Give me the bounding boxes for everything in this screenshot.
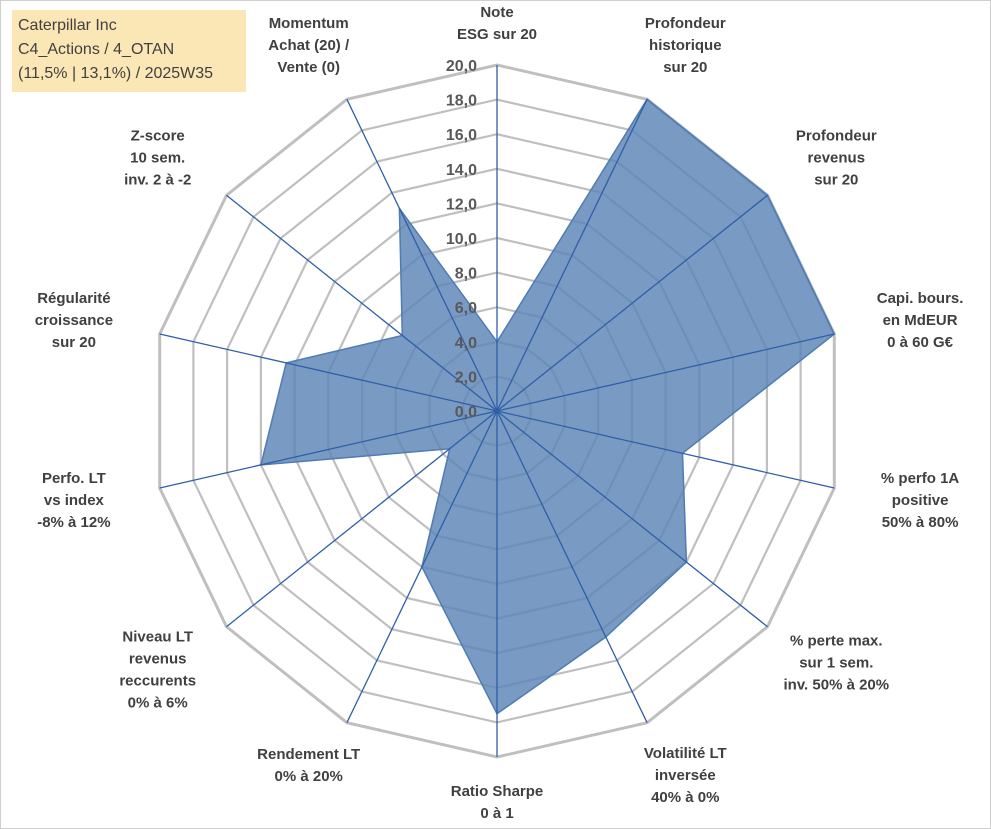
axis-label: Momentum Achat (20) / Vente (0) [268, 15, 350, 76]
chart-subtitle: C4_Actions / 4_OTAN [18, 41, 175, 58]
radar-spokes [159, 65, 835, 757]
tick-label: 12,0 [446, 196, 477, 213]
axis-label: Volatilité LT inversée 40% à 0% [644, 745, 727, 806]
chart-title: Caterpillar Inc [18, 17, 117, 34]
tick-label: 0,0 [455, 404, 477, 421]
chart-period: (11,5% | 13,1%) / 2025W35 [18, 65, 214, 82]
axis-label: Profondeur historique sur 20 [645, 15, 726, 76]
axis-spoke [496, 410, 768, 628]
tick-label: 8,0 [455, 266, 477, 283]
axis-label: Z-score 10 sem. inv. 2 à -2 [124, 128, 191, 189]
radar-axis-labels: Note ESG sur 20 Profondeur historique sur 20… [35, 4, 964, 822]
tick-label: 18,0 [446, 93, 477, 110]
axis-spoke [496, 410, 835, 489]
radar-tick-labels: 0,0 2,0 4,0 6,0 8,0 10,0 12,0 14,0 16,0 18,0 20,0 [446, 58, 477, 421]
axis-spoke [496, 194, 768, 412]
tick-label: 6,0 [455, 300, 477, 317]
axis-spoke [159, 410, 498, 489]
tick-label: 20,0 [446, 58, 477, 75]
chart-title-box: Caterpillar Inc C4_Actions / 4_OTAN (11,… [12, 10, 246, 92]
axis-spoke [346, 410, 498, 723]
axis-spoke [226, 410, 498, 628]
axis-label: Régularité croissance sur 20 [35, 290, 113, 351]
tick-label: 10,0 [446, 231, 477, 248]
tick-label: 16,0 [446, 127, 477, 144]
tick-label: 14,0 [446, 162, 477, 179]
axis-spoke [496, 99, 648, 412]
axis-label: Note ESG sur 20 [457, 4, 537, 43]
axis-label: Capi. bours. en MdEUR 0 à 60 G€ [877, 290, 964, 351]
axis-label: Perfo. LT vs index -8% à 12% [37, 470, 110, 531]
tick-label: 2,0 [455, 369, 477, 386]
radar-series [259, 98, 836, 715]
axis-spoke [496, 410, 648, 723]
series-area [259, 98, 836, 715]
axis-spoke [346, 99, 498, 412]
axis-spoke [226, 194, 498, 412]
axis-spoke [159, 333, 498, 412]
axis-label: Ratio Sharpe 0 à 1 [451, 783, 544, 822]
axis-label: % perte max. sur 1 sem. inv. 50% à 20% [783, 633, 889, 694]
axis-spoke [496, 333, 835, 412]
tick-label: 4,0 [455, 335, 477, 352]
axis-label: Rendement LT 0% à 20% [257, 746, 360, 785]
axis-label: Profondeur revenus sur 20 [796, 128, 877, 189]
axis-label: % perfo 1A positive 50% à 80% [881, 470, 960, 531]
axis-label: Niveau LT revenus reccurents 0% à 6% [119, 628, 196, 711]
